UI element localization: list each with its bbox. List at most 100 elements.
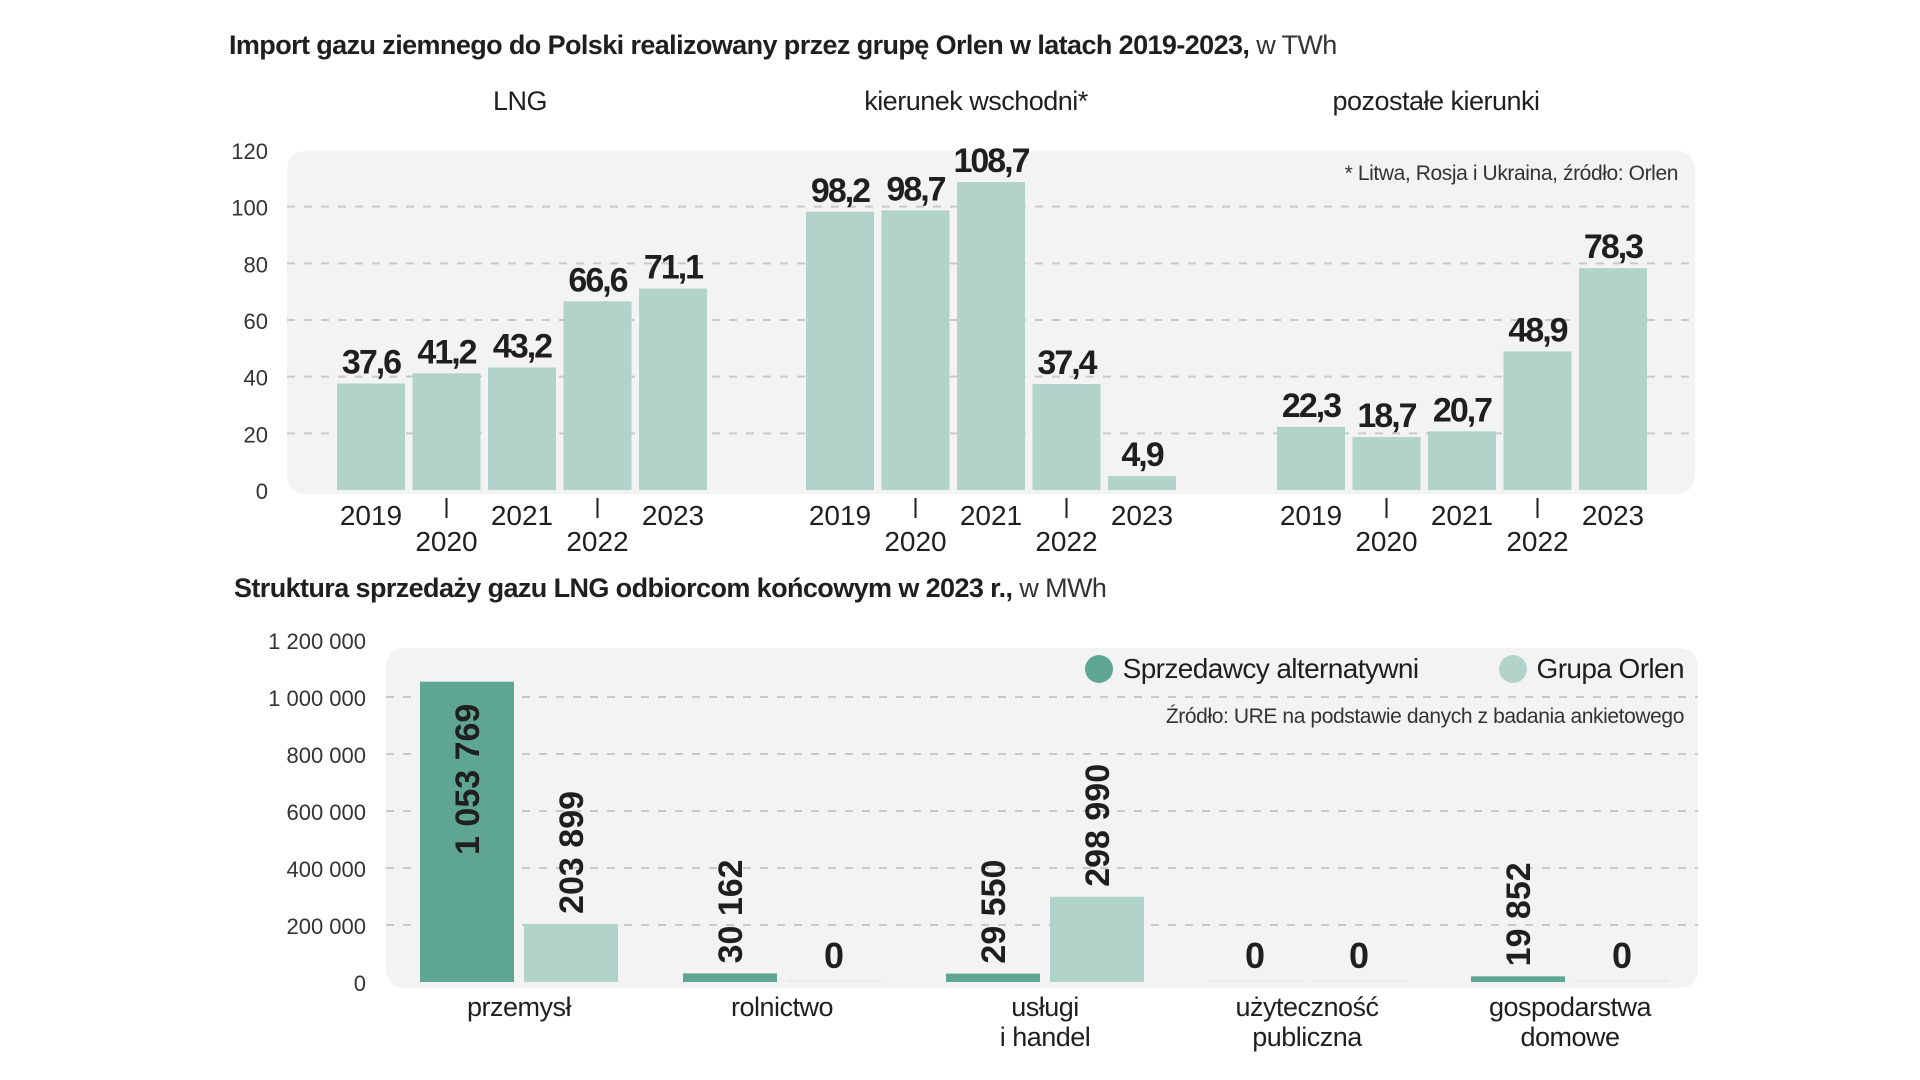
top-bar-0-3 <box>563 301 632 490</box>
legend: Sprzedawcy alternatywni Grupa Orlen <box>1084 653 1685 685</box>
top-bar-0-2 <box>488 367 556 490</box>
top-chart-title-text: Import gazu ziemnego do Polski realizowa… <box>229 30 1250 60</box>
top-y-tick-label: 0 <box>256 479 268 504</box>
top-bar-1-1 <box>881 210 950 490</box>
bottom-y-tick-label: 600 000 <box>286 800 366 825</box>
top-bar-2-1 <box>1352 437 1421 490</box>
bottom-bar-2-1 <box>1050 896 1144 982</box>
top-bar-2-0 <box>1277 426 1345 490</box>
top-bar-value-label: 22,3 <box>1282 387 1341 425</box>
bottom-x-category-label: publiczna <box>1252 1022 1363 1052</box>
top-y-tick-label: 40 <box>244 366 268 391</box>
top-bar-value-label: 48,9 <box>1508 311 1567 349</box>
bottom-x-category-label: użyteczność <box>1235 992 1378 1022</box>
top-bar-value-label: 41,2 <box>417 333 476 371</box>
top-y-tick-label: 120 <box>231 139 268 164</box>
top-bar-value-label: 37,6 <box>342 343 401 381</box>
bottom-chart-title-text: Struktura sprzedaży gazu LNG odbiorcom k… <box>234 573 1013 603</box>
bottom-y-tick-label: 1 000 000 <box>268 686 366 711</box>
top-x-tick-label: 2022 <box>1035 526 1097 557</box>
bottom-bar-value-label: 298 990 <box>1079 764 1117 887</box>
top-y-tick-label: 20 <box>244 422 268 447</box>
bottom-bar-value-label: 0 <box>1245 935 1265 976</box>
top-y-tick-label: 80 <box>244 252 268 277</box>
top-bar-value-label: 18,7 <box>1357 397 1416 435</box>
legend-item-orlen: Grupa Orlen <box>1498 653 1685 685</box>
top-bar-value-label: 20,7 <box>1433 391 1492 429</box>
top-x-tick-label: 2021 <box>960 500 1022 531</box>
top-bar-1-0 <box>806 211 874 490</box>
top-x-tick-label: 2022 <box>566 526 628 557</box>
bottom-x-category-label: przemysł <box>467 992 572 1022</box>
top-bar-value-label: 37,4 <box>1037 344 1097 382</box>
panel-title-lng: LNG <box>492 86 548 116</box>
bottom-chart: 0 200 000 400 000 600 000 800 000 1 000 000 1 … <box>268 629 1698 1052</box>
bottom-y-tick-label: 400 000 <box>286 857 366 882</box>
panel-title-east: kierunek wschodni* <box>864 86 1088 116</box>
top-bar-1-4 <box>1108 476 1176 490</box>
panel-title-other: pozostałe kierunki <box>1332 86 1540 116</box>
bottom-x-category-label: i handel <box>1000 1022 1091 1052</box>
top-bar-value-label: 43,2 <box>493 328 552 366</box>
bottom-bar-zero-3-0 <box>1208 980 1302 982</box>
top-x-tick-label: 2020 <box>884 526 946 557</box>
bottom-x-category-label: rolnictwo <box>731 992 833 1022</box>
top-x-tick-label: 2019 <box>1280 500 1342 531</box>
legend-label-alternative: Sprzedawcy alternatywni <box>1122 653 1420 684</box>
bottom-y-tick-label: 800 000 <box>286 743 366 768</box>
bottom-bar-value-label: 29 550 <box>975 860 1013 964</box>
top-x-tick-label: 2020 <box>415 526 477 557</box>
legend-label-orlen: Grupa Orlen <box>1536 653 1685 684</box>
bottom-y-tick-label: 1 200 000 <box>268 629 366 654</box>
top-bar-2-2 <box>1428 431 1496 490</box>
top-y-tick-label: 60 <box>244 309 268 334</box>
bottom-bar-4-0 <box>1471 976 1565 982</box>
bottom-x-category-label: domowe <box>1520 1022 1619 1052</box>
legend-swatch-dark <box>1084 655 1113 683</box>
bottom-x-category-label: usługi <box>1011 992 1079 1022</box>
top-x-tick-label: 2019 <box>340 500 402 531</box>
top-bar-0-0 <box>337 383 405 490</box>
top-bar-value-label: 71,1 <box>644 249 703 287</box>
bottom-bar-2-0 <box>946 973 1040 982</box>
bottom-bar-zero-3-1 <box>1312 980 1406 982</box>
top-bar-0-1 <box>412 373 481 490</box>
top-bar-1-2 <box>957 182 1025 490</box>
bottom-bar-value-label: 30 162 <box>712 859 750 963</box>
top-chart-title: Import gazu ziemnego do Polski realizowa… <box>229 30 1337 61</box>
top-bar-value-label: 4,9 <box>1121 436 1163 474</box>
bottom-bar-0-1 <box>524 923 618 982</box>
top-x-tick-label: 2023 <box>642 500 704 531</box>
bottom-bar-zero-4-1 <box>1575 980 1669 982</box>
bottom-bar-value-label: 203 899 <box>553 791 591 914</box>
top-bar-1-3 <box>1032 384 1101 490</box>
top-x-tick-label: 2019 <box>809 500 871 531</box>
bottom-bar-value-label: 0 <box>824 935 844 976</box>
top-x-tick-label: 2021 <box>1431 500 1493 531</box>
top-bar-value-label: 66,6 <box>568 261 627 299</box>
bottom-bar-value-label: 0 <box>1612 935 1632 976</box>
bottom-chart-title-unit: w MWh <box>1019 573 1107 603</box>
bottom-bar-value-label: 19 852 <box>1500 862 1538 966</box>
bottom-bar-value-label: 1 053 769 <box>449 704 487 855</box>
legend-item-alternative: Sprzedawcy alternatywni <box>1084 653 1420 685</box>
top-bar-0-4 <box>639 288 707 490</box>
top-bar-value-label: 78,3 <box>1584 228 1643 266</box>
bottom-chart-source: Źródło: URE na podstawie danych z badani… <box>1165 705 1685 728</box>
legend-swatch-light <box>1498 655 1527 683</box>
bottom-y-tick-label: 0 <box>354 971 366 996</box>
top-bar-2-3 <box>1503 351 1572 490</box>
top-chart-footnote: * Litwa, Rosja i Ukraina, źródło: Orlen <box>1344 162 1679 185</box>
bottom-bar-1-0 <box>683 973 777 982</box>
bottom-bar-zero-1-1 <box>787 980 881 982</box>
top-x-tick-label: 2020 <box>1355 526 1417 557</box>
bottom-chart-panel-bg <box>386 648 1698 988</box>
bottom-bar-0-0 <box>420 681 514 982</box>
bottom-chart-title: Struktura sprzedaży gazu LNG odbiorcom k… <box>234 573 1107 604</box>
top-bar-2-4 <box>1579 268 1647 490</box>
top-bar-value-label: 98,2 <box>811 172 870 210</box>
top-x-tick-label: 2022 <box>1506 526 1568 557</box>
bottom-x-category-label: gospodarstwa <box>1489 992 1653 1022</box>
bottom-y-tick-label: 200 000 <box>286 914 366 939</box>
top-x-tick-label: 2021 <box>491 500 553 531</box>
